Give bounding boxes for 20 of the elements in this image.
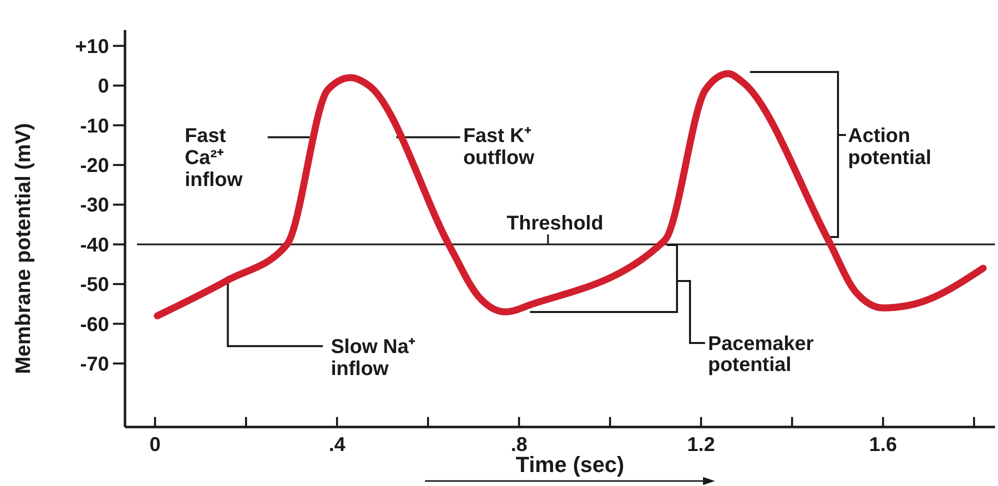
x-tick-label: .4 bbox=[328, 434, 346, 456]
y-tick-label: -50 bbox=[80, 274, 109, 296]
y-tick-label: -30 bbox=[80, 194, 109, 217]
x-tick-label: 1.2 bbox=[687, 434, 715, 456]
ref-line-label: Threshold bbox=[506, 212, 604, 234]
annotation: Pacemaker potential bbox=[708, 333, 814, 376]
x-tick-label: 0 bbox=[149, 434, 161, 456]
y-axis-title: Membrane potential (mV) bbox=[12, 123, 35, 374]
annotation: Action potential bbox=[848, 125, 932, 169]
annotation: Fast K⁺ outflow bbox=[463, 125, 535, 170]
y-tick-label: -20 bbox=[80, 154, 109, 177]
y-tick-label: 0 bbox=[98, 76, 109, 98]
y-tick-label: -10 bbox=[80, 115, 109, 138]
annotation: Fast Ca²⁺ inflow bbox=[184, 125, 243, 192]
y-tick-label: -70 bbox=[80, 353, 109, 376]
annotation: Slow Na⁺ inflow bbox=[330, 336, 416, 380]
x-tick-label: 1.6 bbox=[869, 434, 897, 456]
y-tick-label: -40 bbox=[80, 234, 109, 256]
y-tick-label: -60 bbox=[80, 314, 109, 336]
y-tick-label: +10 bbox=[75, 36, 109, 58]
